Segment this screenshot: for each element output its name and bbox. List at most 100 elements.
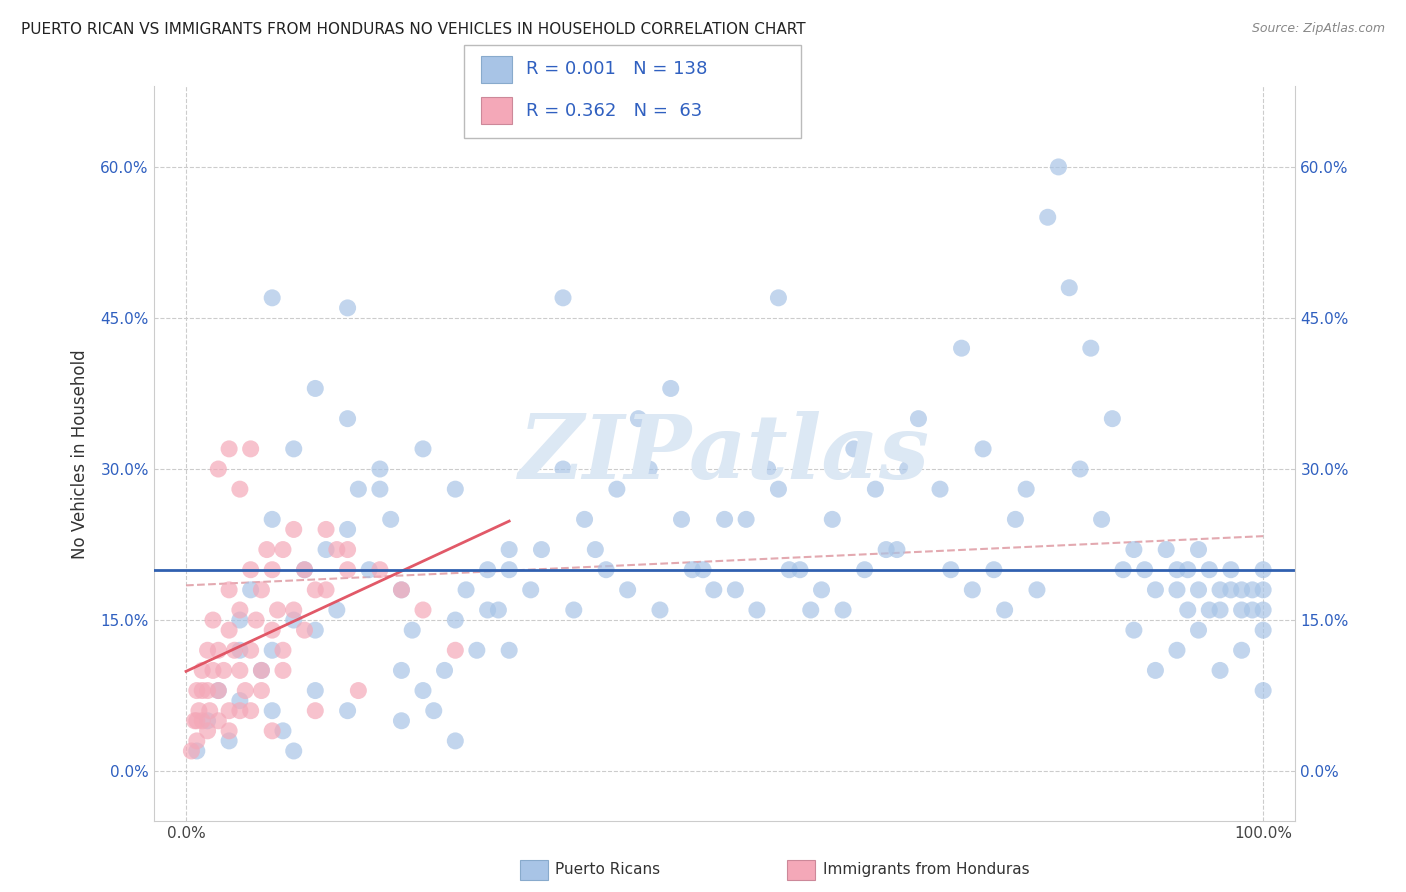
Point	[1198, 563, 1220, 577]
Point	[262, 643, 284, 657]
Point	[304, 704, 326, 718]
Point	[368, 462, 391, 476]
Point	[283, 442, 305, 456]
Point	[1251, 582, 1274, 597]
Point	[1144, 582, 1167, 597]
Point	[347, 683, 370, 698]
Point	[207, 643, 229, 657]
Text: R = 0.362   N =  63: R = 0.362 N = 63	[526, 102, 702, 120]
Point	[1219, 563, 1241, 577]
Point	[262, 512, 284, 526]
Point	[262, 623, 284, 637]
Point	[1004, 512, 1026, 526]
Point	[789, 563, 811, 577]
Point	[412, 603, 434, 617]
Point	[1122, 542, 1144, 557]
Point	[1015, 482, 1038, 496]
Point	[218, 723, 240, 738]
Point	[875, 542, 897, 557]
Point	[627, 411, 650, 425]
Point	[262, 563, 284, 577]
Point	[201, 664, 224, 678]
Point	[336, 542, 359, 557]
Point	[271, 542, 294, 557]
Point	[239, 442, 262, 456]
Point	[229, 704, 252, 718]
Point	[745, 603, 768, 617]
Point	[191, 683, 214, 698]
Point	[1112, 563, 1135, 577]
Point	[659, 381, 682, 395]
Point	[229, 613, 252, 627]
Point	[224, 643, 246, 657]
Point	[477, 603, 499, 617]
Point	[606, 482, 628, 496]
Point	[186, 744, 208, 758]
Point	[304, 683, 326, 698]
Point	[212, 664, 235, 678]
Point	[256, 542, 278, 557]
Point	[239, 563, 262, 577]
Point	[229, 482, 252, 496]
Point	[583, 542, 606, 557]
Point	[283, 603, 305, 617]
Point	[551, 291, 574, 305]
Point	[423, 704, 446, 718]
Point	[271, 664, 294, 678]
Point	[1251, 563, 1274, 577]
Point	[207, 714, 229, 728]
Point	[336, 523, 359, 537]
Point	[648, 603, 671, 617]
Point	[465, 643, 488, 657]
Point	[1209, 603, 1232, 617]
Point	[368, 482, 391, 496]
Point	[218, 442, 240, 456]
Point	[191, 664, 214, 678]
Text: Immigrants from Honduras: Immigrants from Honduras	[823, 863, 1029, 877]
Point	[207, 683, 229, 698]
Point	[972, 442, 994, 456]
Point	[250, 582, 273, 597]
Point	[865, 482, 887, 496]
Point	[315, 523, 337, 537]
Point	[821, 512, 844, 526]
Point	[391, 664, 413, 678]
Point	[186, 683, 208, 698]
Point	[304, 381, 326, 395]
Point	[229, 693, 252, 707]
Point	[201, 613, 224, 627]
Point	[778, 563, 800, 577]
Point	[1251, 683, 1274, 698]
Point	[368, 563, 391, 577]
Point	[245, 613, 267, 627]
Point	[239, 582, 262, 597]
Point	[1187, 542, 1209, 557]
Point	[283, 523, 305, 537]
Point	[907, 411, 929, 425]
Point	[1080, 341, 1102, 355]
Point	[1241, 582, 1264, 597]
Point	[703, 582, 725, 597]
Point	[498, 643, 520, 657]
Point	[250, 683, 273, 698]
Point	[186, 714, 208, 728]
Point	[1219, 582, 1241, 597]
Point	[444, 613, 467, 627]
Point	[800, 603, 823, 617]
Point	[1230, 582, 1253, 597]
Point	[519, 582, 541, 597]
Point	[283, 744, 305, 758]
Point	[853, 563, 876, 577]
Point	[950, 341, 973, 355]
Point	[271, 643, 294, 657]
Point	[1187, 623, 1209, 637]
Point	[218, 734, 240, 748]
Point	[1047, 160, 1070, 174]
Point	[262, 704, 284, 718]
Point	[188, 704, 211, 718]
Point	[983, 563, 1005, 577]
Point	[444, 734, 467, 748]
Point	[207, 462, 229, 476]
Point	[1166, 563, 1188, 577]
Point	[1177, 563, 1199, 577]
